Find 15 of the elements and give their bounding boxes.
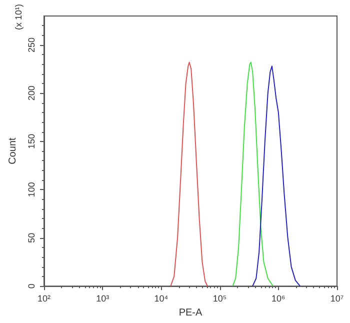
y-tick-label: 150 (26, 134, 36, 149)
y-tick-label: 0 (26, 284, 36, 289)
x-tick-label: 10⁷ (330, 294, 344, 304)
y-axis-title: Count (8, 137, 18, 164)
x-axis-title: PE-A (178, 308, 202, 318)
x-tick-label: 10² (37, 294, 51, 304)
x-tick-label: 10⁴ (154, 294, 168, 304)
y-tick-label: 50 (26, 232, 36, 243)
x-tick-label: 10³ (96, 294, 110, 304)
x-tick-label: 10⁶ (272, 294, 286, 304)
x-tick-label: 10⁵ (212, 294, 227, 304)
y-tick-label: 200 (26, 86, 36, 101)
y-tick-label: 100 (26, 182, 36, 198)
text: (x 10¹) (14, 4, 24, 30)
y-tick-label: 250 (26, 37, 36, 52)
